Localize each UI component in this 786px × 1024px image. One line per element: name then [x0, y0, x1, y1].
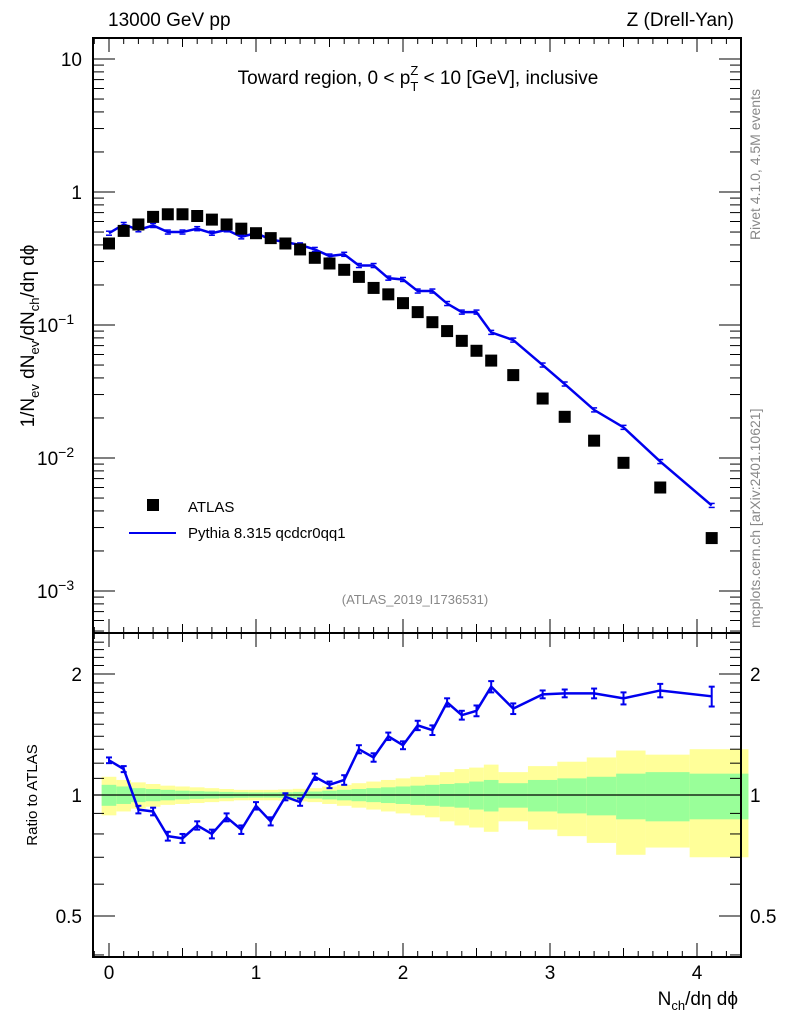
atlas-data-point — [161, 208, 174, 221]
atlas-data-point — [470, 344, 483, 357]
atlas-data-point — [352, 270, 365, 283]
atlas-data-point — [705, 532, 718, 545]
atlas-data-point — [455, 334, 468, 347]
atlas-data-point — [485, 354, 498, 367]
title-superscript: Z — [410, 63, 418, 78]
ratio-y-tick-label: 0.5 — [56, 907, 82, 928]
atlas-data-point — [235, 222, 248, 235]
x-tick-label: 4 — [692, 963, 703, 984]
ylabel-sub: ev — [27, 384, 42, 398]
title-text-pre: Toward region, 0 < p — [238, 68, 411, 89]
atlas-data-point — [558, 410, 571, 423]
stat-uncertainty-band — [557, 778, 587, 814]
atlas-data-point — [338, 263, 351, 276]
atlas-data-point — [411, 306, 424, 319]
main-title: Toward region, 0 < pZ T < 10 [GeV], inclu… — [238, 63, 599, 94]
atlas-data-point — [294, 243, 307, 256]
atlas-data-point — [132, 218, 145, 231]
atlas-data-point — [264, 232, 277, 245]
atlas-data-point — [176, 208, 189, 221]
ratio-y-tick-label: 1 — [71, 786, 82, 807]
y-tick-label: 1 — [71, 183, 82, 204]
atlas-data-point — [617, 456, 630, 469]
xlabel-part: N — [658, 989, 672, 1010]
stat-uncertainty-band — [527, 779, 558, 812]
atlas-data-point — [103, 237, 115, 250]
x-tick-label: 1 — [251, 963, 262, 984]
atlas-data-point — [382, 288, 395, 301]
ratio-y-tick-label-right: 2 — [750, 665, 761, 686]
y-tick-label: 10−3 — [37, 577, 74, 603]
x-tick-label: 2 — [398, 963, 409, 984]
ratio-uncertainty-bands — [93, 749, 749, 858]
ylabel-part: 1/N — [18, 398, 39, 428]
pythia-line — [108, 223, 713, 507]
ratio-line — [108, 684, 712, 840]
atlas-data-point — [279, 237, 292, 250]
atlas-data-point — [426, 316, 439, 329]
mcplots-source-label: mcplots.cern.ch [arXiv:2401.10621] — [747, 409, 763, 628]
ratio-panel-marks — [106, 680, 715, 844]
main-panel-marks — [103, 208, 718, 545]
ylabel-sub: ev — [27, 340, 42, 354]
ylabel-part: dN — [18, 355, 39, 385]
atlas-data-point — [147, 210, 160, 223]
legend-atlas-label: ATLAS — [188, 499, 234, 516]
title-text-post: < 10 [GeV], inclusive — [418, 68, 598, 89]
atlas-data-point — [654, 481, 667, 494]
y-tick-label: 10 — [61, 50, 82, 71]
ylabel-part: /dN — [18, 311, 39, 341]
xlabel-part: /dη dϕ — [685, 989, 738, 1010]
atlas-data-point — [536, 392, 549, 405]
atlas-data-point — [441, 325, 454, 338]
header-left-label: 13000 GeV pp — [108, 10, 231, 31]
x-tick-label: 3 — [545, 963, 556, 984]
rivet-version-label: Rivet 4.1.0, 4.5M events — [747, 89, 763, 240]
stat-uncertainty-band — [645, 772, 690, 822]
atlas-data-point — [191, 210, 204, 223]
atlas-data-point — [397, 297, 409, 310]
atlas-data-point — [588, 434, 601, 447]
atlas-data-point — [220, 218, 233, 231]
atlas-data-point — [507, 369, 520, 382]
atlas-data-point — [308, 251, 321, 264]
main-axes-box — [92, 37, 742, 634]
legend-pythia-label: Pythia 8.315 qcdcr0qq1 — [188, 525, 346, 542]
stat-uncertainty-band — [616, 773, 646, 820]
y-tick-exponent: −1 — [58, 311, 74, 327]
analysis-id-annotation: (ATLAS_2019_I1736531) — [342, 592, 488, 607]
y-tick-exponent: −2 — [58, 444, 74, 460]
ylabel-sub: ch — [27, 297, 42, 311]
ratio-y-tick-label-right: 1 — [750, 786, 761, 807]
y-tick-label: 10−2 — [37, 444, 74, 470]
title-subscript: T — [410, 79, 418, 94]
atlas-data-point — [205, 213, 218, 226]
y-tick-exponent: −3 — [58, 577, 74, 593]
x-tick-label: 0 — [104, 963, 115, 984]
stat-uncertainty-band — [689, 773, 749, 820]
xlabel-sub: ch — [671, 998, 685, 1013]
header-right-label: Z (Drell-Yan) — [627, 10, 734, 31]
ratio-y-tick-label: 2 — [71, 665, 82, 686]
ratio-y-axis-label: Ratio to ATLAS — [24, 744, 41, 845]
main-panel-frame: 10 1 10−1 10−2 10−3 — [37, 37, 742, 634]
y-tick-label: 10−1 — [37, 311, 74, 337]
atlas-data-point — [250, 227, 262, 240]
main-y-axis-label: 1/Nev dNev/dNch/dη dϕ — [18, 245, 42, 428]
legend: ATLAS Pythia 8.315 qcdcr0qq1 — [129, 499, 346, 542]
x-axis-label: Nch/dη dϕ — [658, 989, 738, 1013]
atlas-data-point — [367, 281, 380, 294]
ylabel-part: /dη dϕ — [18, 245, 39, 298]
atlas-data-point — [323, 257, 336, 270]
atlas-data-point — [117, 224, 130, 237]
ratio-panel-frame: 0 1 2 3 4 2 2 1 1 0.5 0.5 — [56, 619, 776, 984]
stat-uncertainty-band — [483, 779, 499, 812]
legend-atlas-marker — [147, 499, 159, 511]
ratio-y-tick-label-right: 0.5 — [750, 907, 776, 928]
stat-uncertainty-band — [586, 776, 617, 816]
